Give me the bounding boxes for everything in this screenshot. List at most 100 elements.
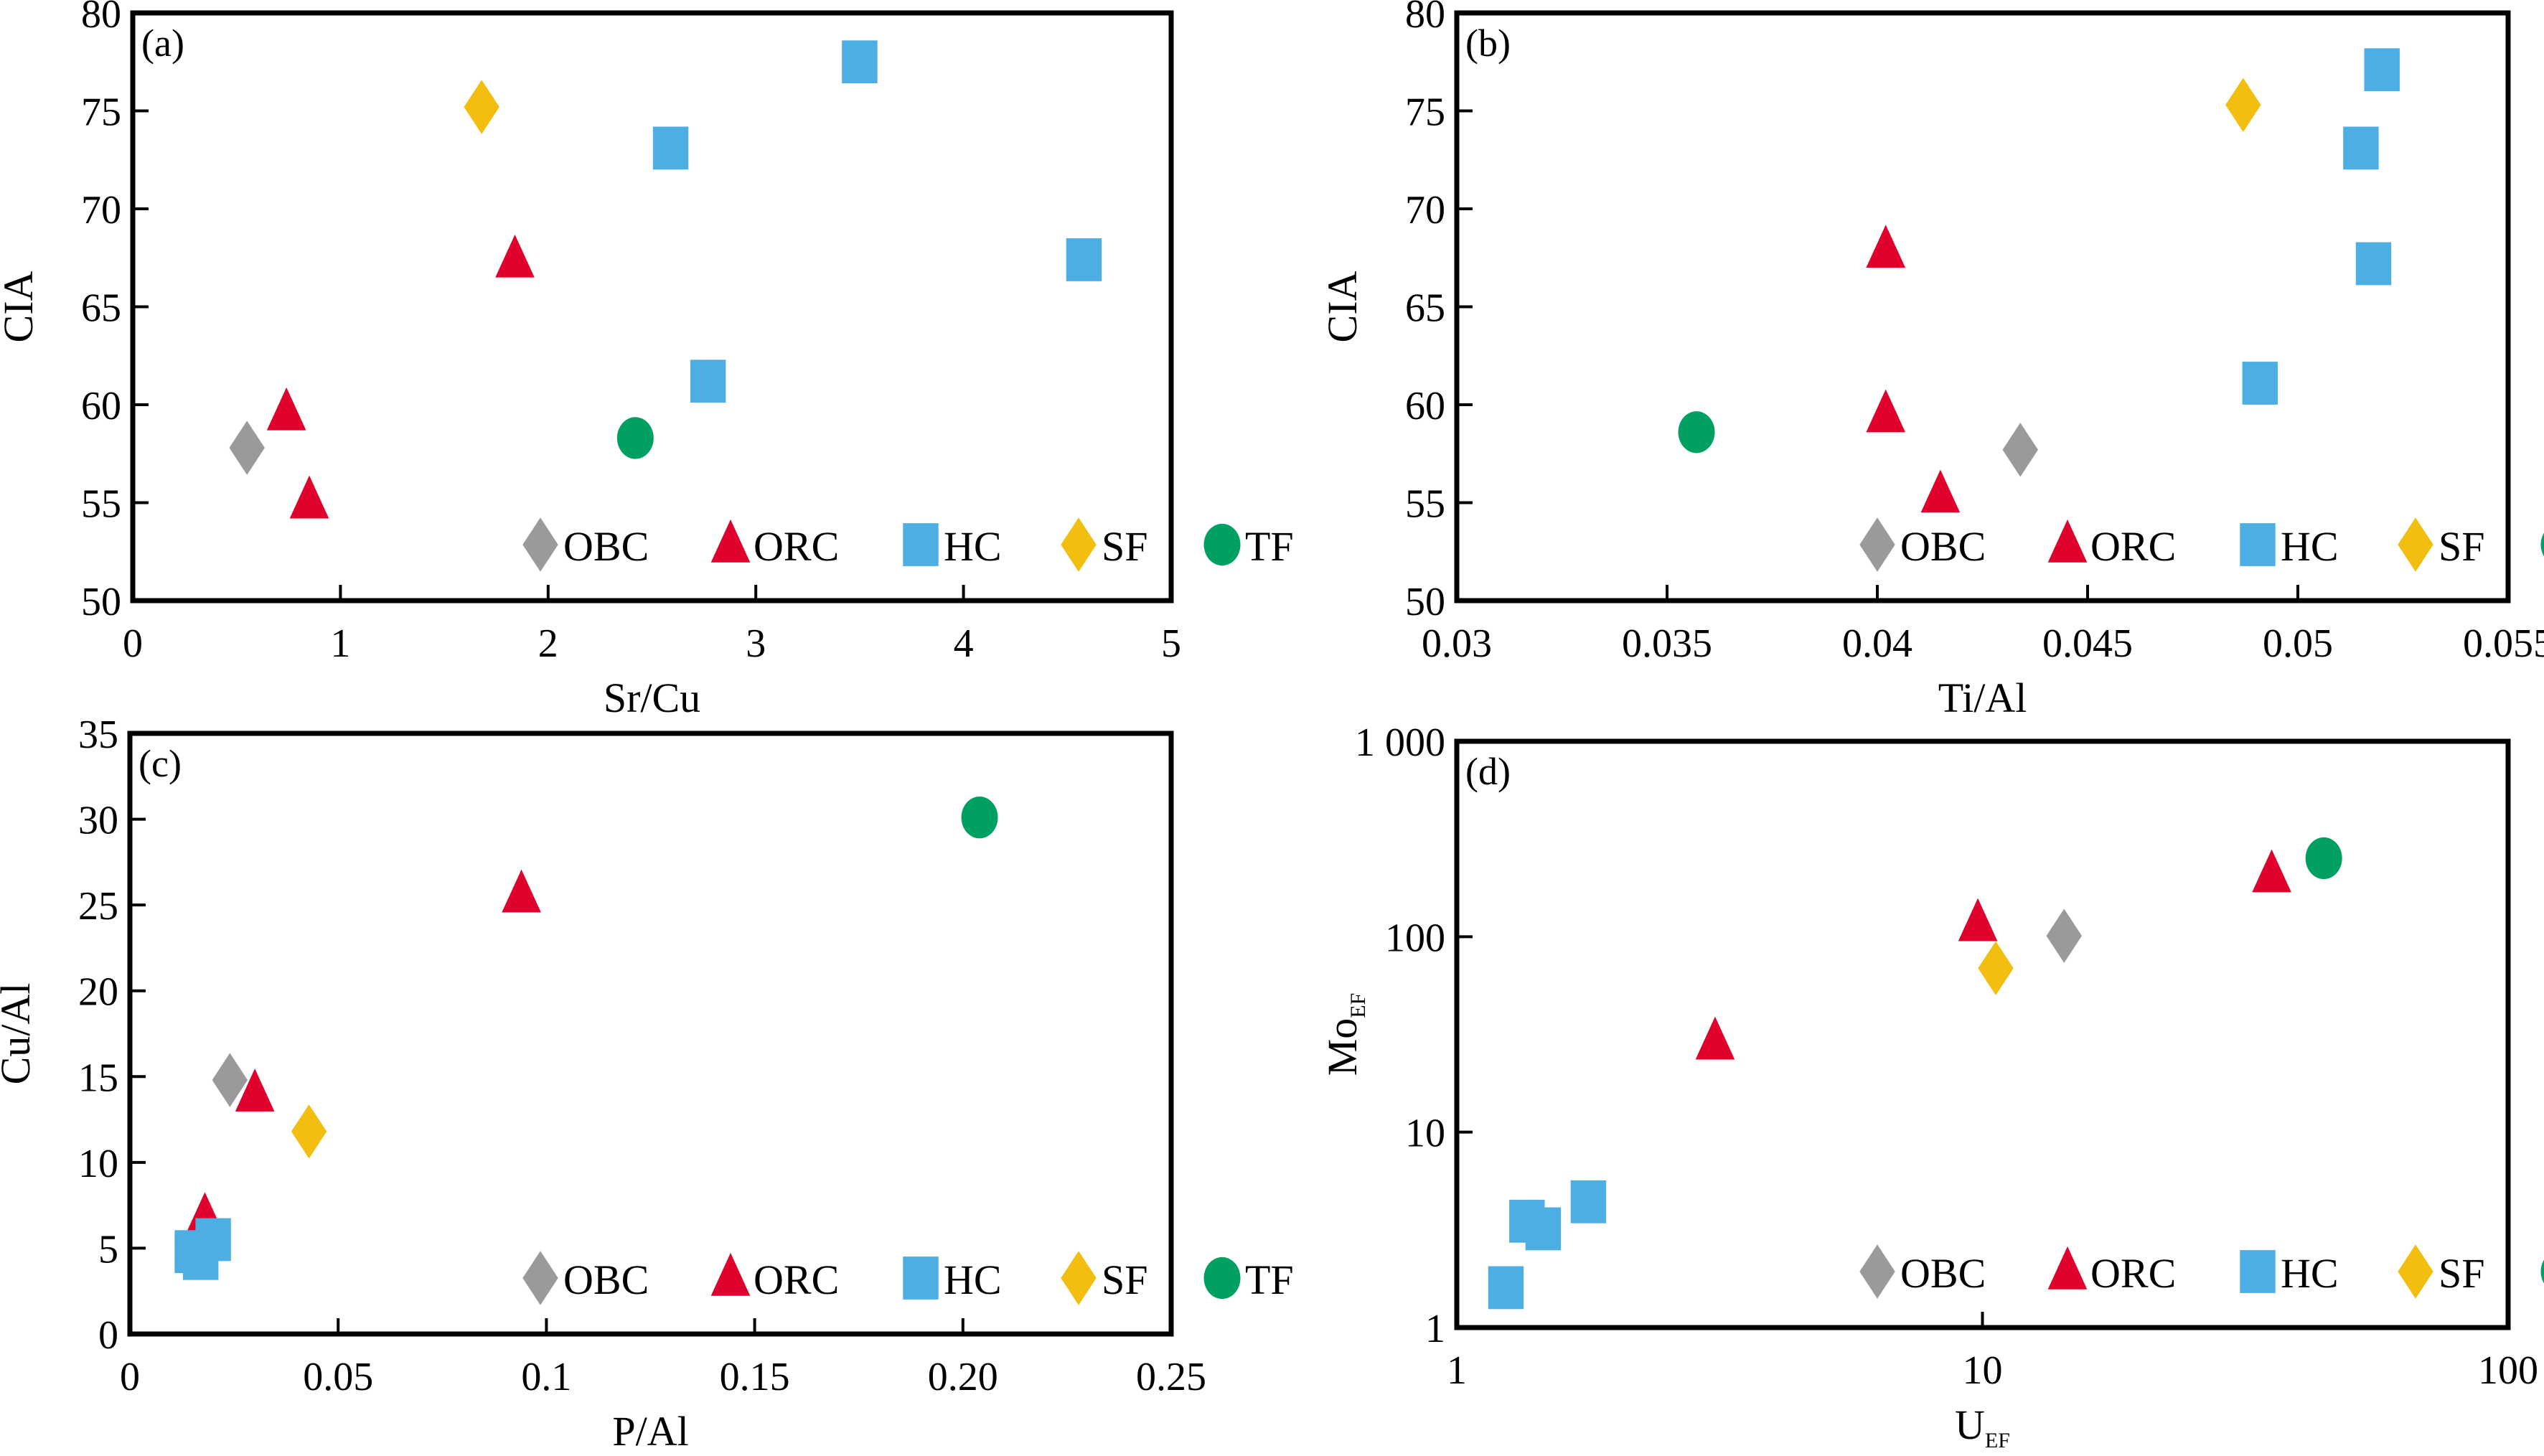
data-point-sf: [2225, 78, 2261, 133]
x-tick-label: 0: [120, 1355, 140, 1399]
data-point-tf: [2305, 837, 2342, 880]
x-tick-label: 0.20: [928, 1355, 998, 1399]
data-point-orc: [502, 869, 541, 913]
y-axis-title-main: Mo: [1319, 1018, 1366, 1076]
legend-marker-obc: [1859, 517, 1895, 572]
legend-marker-tf: [1203, 1257, 1241, 1300]
y-tick-label: 80: [1405, 0, 1445, 37]
series-obc: [229, 421, 265, 475]
series-obc: [2046, 908, 2082, 963]
legend-item-obc: OBC: [1859, 517, 1986, 572]
y-tick-label: 75: [1405, 90, 1445, 135]
legend-item-orc: ORC: [710, 1252, 839, 1303]
legend-item-orc: ORC: [2047, 519, 2176, 570]
series-obc: [2002, 423, 2038, 477]
legend-label: TF: [1245, 1257, 1294, 1303]
data-point-hc: [2242, 362, 2278, 405]
legend-marker-sf: [2398, 517, 2433, 572]
y-axis-title: Cu/Al: [0, 983, 39, 1085]
series-hc: [1488, 1180, 1607, 1310]
plot-frame: [127, 731, 1174, 1337]
legend-label: ORC: [2090, 523, 2176, 570]
y-tick-label: 50: [81, 580, 121, 624]
legend-label: ORC: [2090, 1250, 2176, 1297]
data-point-tf: [961, 797, 998, 839]
x-tick-label: 0.045: [2042, 621, 2133, 666]
series-orc: [1866, 225, 1961, 513]
plot-frame: [130, 10, 1174, 603]
x-tick-label: 0.055: [2463, 621, 2544, 666]
data-point-obc: [2046, 908, 2082, 963]
legend-item-obc: OBC: [1859, 1244, 1986, 1299]
legend-label: HC: [944, 523, 1002, 570]
y-tick-label: 1 000: [1355, 720, 1445, 765]
legend: OBC ORC HC SF TF: [1859, 517, 2544, 572]
x-axis-title: Sr/Cu: [604, 675, 700, 721]
x-tick-label: 3: [746, 621, 766, 666]
x-tick-label: 10: [1963, 1348, 2003, 1393]
data-point-hc: [690, 360, 726, 403]
legend-label: OBC: [563, 1257, 649, 1303]
legend-item-orc: ORC: [710, 519, 839, 570]
legend-item-hc: HC: [903, 1257, 1002, 1303]
data-point-hc: [2364, 48, 2400, 92]
plot-frame: [1454, 738, 2511, 1330]
legend-item-sf: SF: [2398, 1244, 2485, 1299]
series-hc: [174, 1218, 231, 1280]
data-point-orc: [235, 1068, 275, 1112]
y-tick-label: 65: [81, 286, 121, 331]
legend-marker-tf: [2540, 532, 2544, 557]
legend-item-sf: SF: [2398, 517, 2485, 572]
panel-label: (d): [1465, 750, 1511, 793]
legend: OBC ORC HC SF TF: [1859, 1244, 2544, 1299]
x-tick-label: 0.05: [303, 1355, 373, 1399]
y-tick-label: 100: [1385, 916, 1445, 960]
legend-item-hc: HC: [2240, 523, 2339, 570]
y-tick-label: 15: [78, 1056, 118, 1100]
y-tick-label: 30: [78, 799, 118, 843]
legend-item-tf: TF: [1203, 523, 1294, 570]
series-obc: [212, 1053, 248, 1107]
series-hc: [2242, 48, 2400, 405]
x-tick-label: 4: [954, 621, 974, 666]
x-axis-title-main: P/Al: [612, 1408, 688, 1455]
legend-item-hc: HC: [2240, 1250, 2339, 1297]
legend-label: HC: [2281, 1250, 2339, 1297]
series-orc: [1695, 849, 2291, 1060]
series-hc: [652, 40, 1102, 403]
y-tick-label: 55: [81, 482, 121, 527]
x-tick-label: 100: [2478, 1348, 2538, 1393]
y-axis-title-main: Cu/Al: [0, 983, 39, 1085]
legend-item-hc: HC: [903, 523, 1002, 570]
series-sf: [2225, 78, 2261, 133]
data-point-orc: [1866, 389, 1906, 433]
y-axis-title-main: CIA: [0, 271, 42, 342]
legend-marker-hc: [903, 523, 939, 566]
x-axis-title: Ti/Al: [1938, 675, 2027, 721]
x-tick-label: 0.1: [521, 1355, 571, 1399]
series-orc: [266, 234, 535, 519]
y-tick-label: 25: [78, 884, 118, 929]
y-tick-label: 50: [1405, 580, 1445, 624]
legend-item-tf: TF: [2540, 1259, 2544, 1284]
legend-marker-orc: [2047, 1246, 2088, 1290]
x-tick-label: 0.03: [1422, 621, 1492, 666]
data-point-hc: [1525, 1207, 1562, 1251]
data-point-sf: [464, 80, 499, 134]
x-tick-label: 0.035: [1622, 621, 1712, 666]
y-tick-label: 55: [1405, 482, 1445, 527]
legend-marker-sf: [1061, 1251, 1097, 1305]
legend-marker-orc: [2047, 519, 2088, 563]
data-point-hc: [1066, 238, 1102, 281]
y-tick-label: 60: [1405, 384, 1445, 428]
data-point-orc: [1920, 469, 1961, 513]
series-sf: [1978, 941, 2014, 995]
legend: OBC ORC HC SF TF: [522, 1251, 1294, 1305]
legend-label: ORC: [754, 1257, 839, 1303]
x-tick-label: 0.15: [720, 1355, 790, 1399]
legend-label: HC: [944, 1257, 1002, 1303]
legend: OBC ORC HC SF TF: [522, 517, 1294, 572]
legend-item-sf: SF: [1061, 1251, 1148, 1305]
